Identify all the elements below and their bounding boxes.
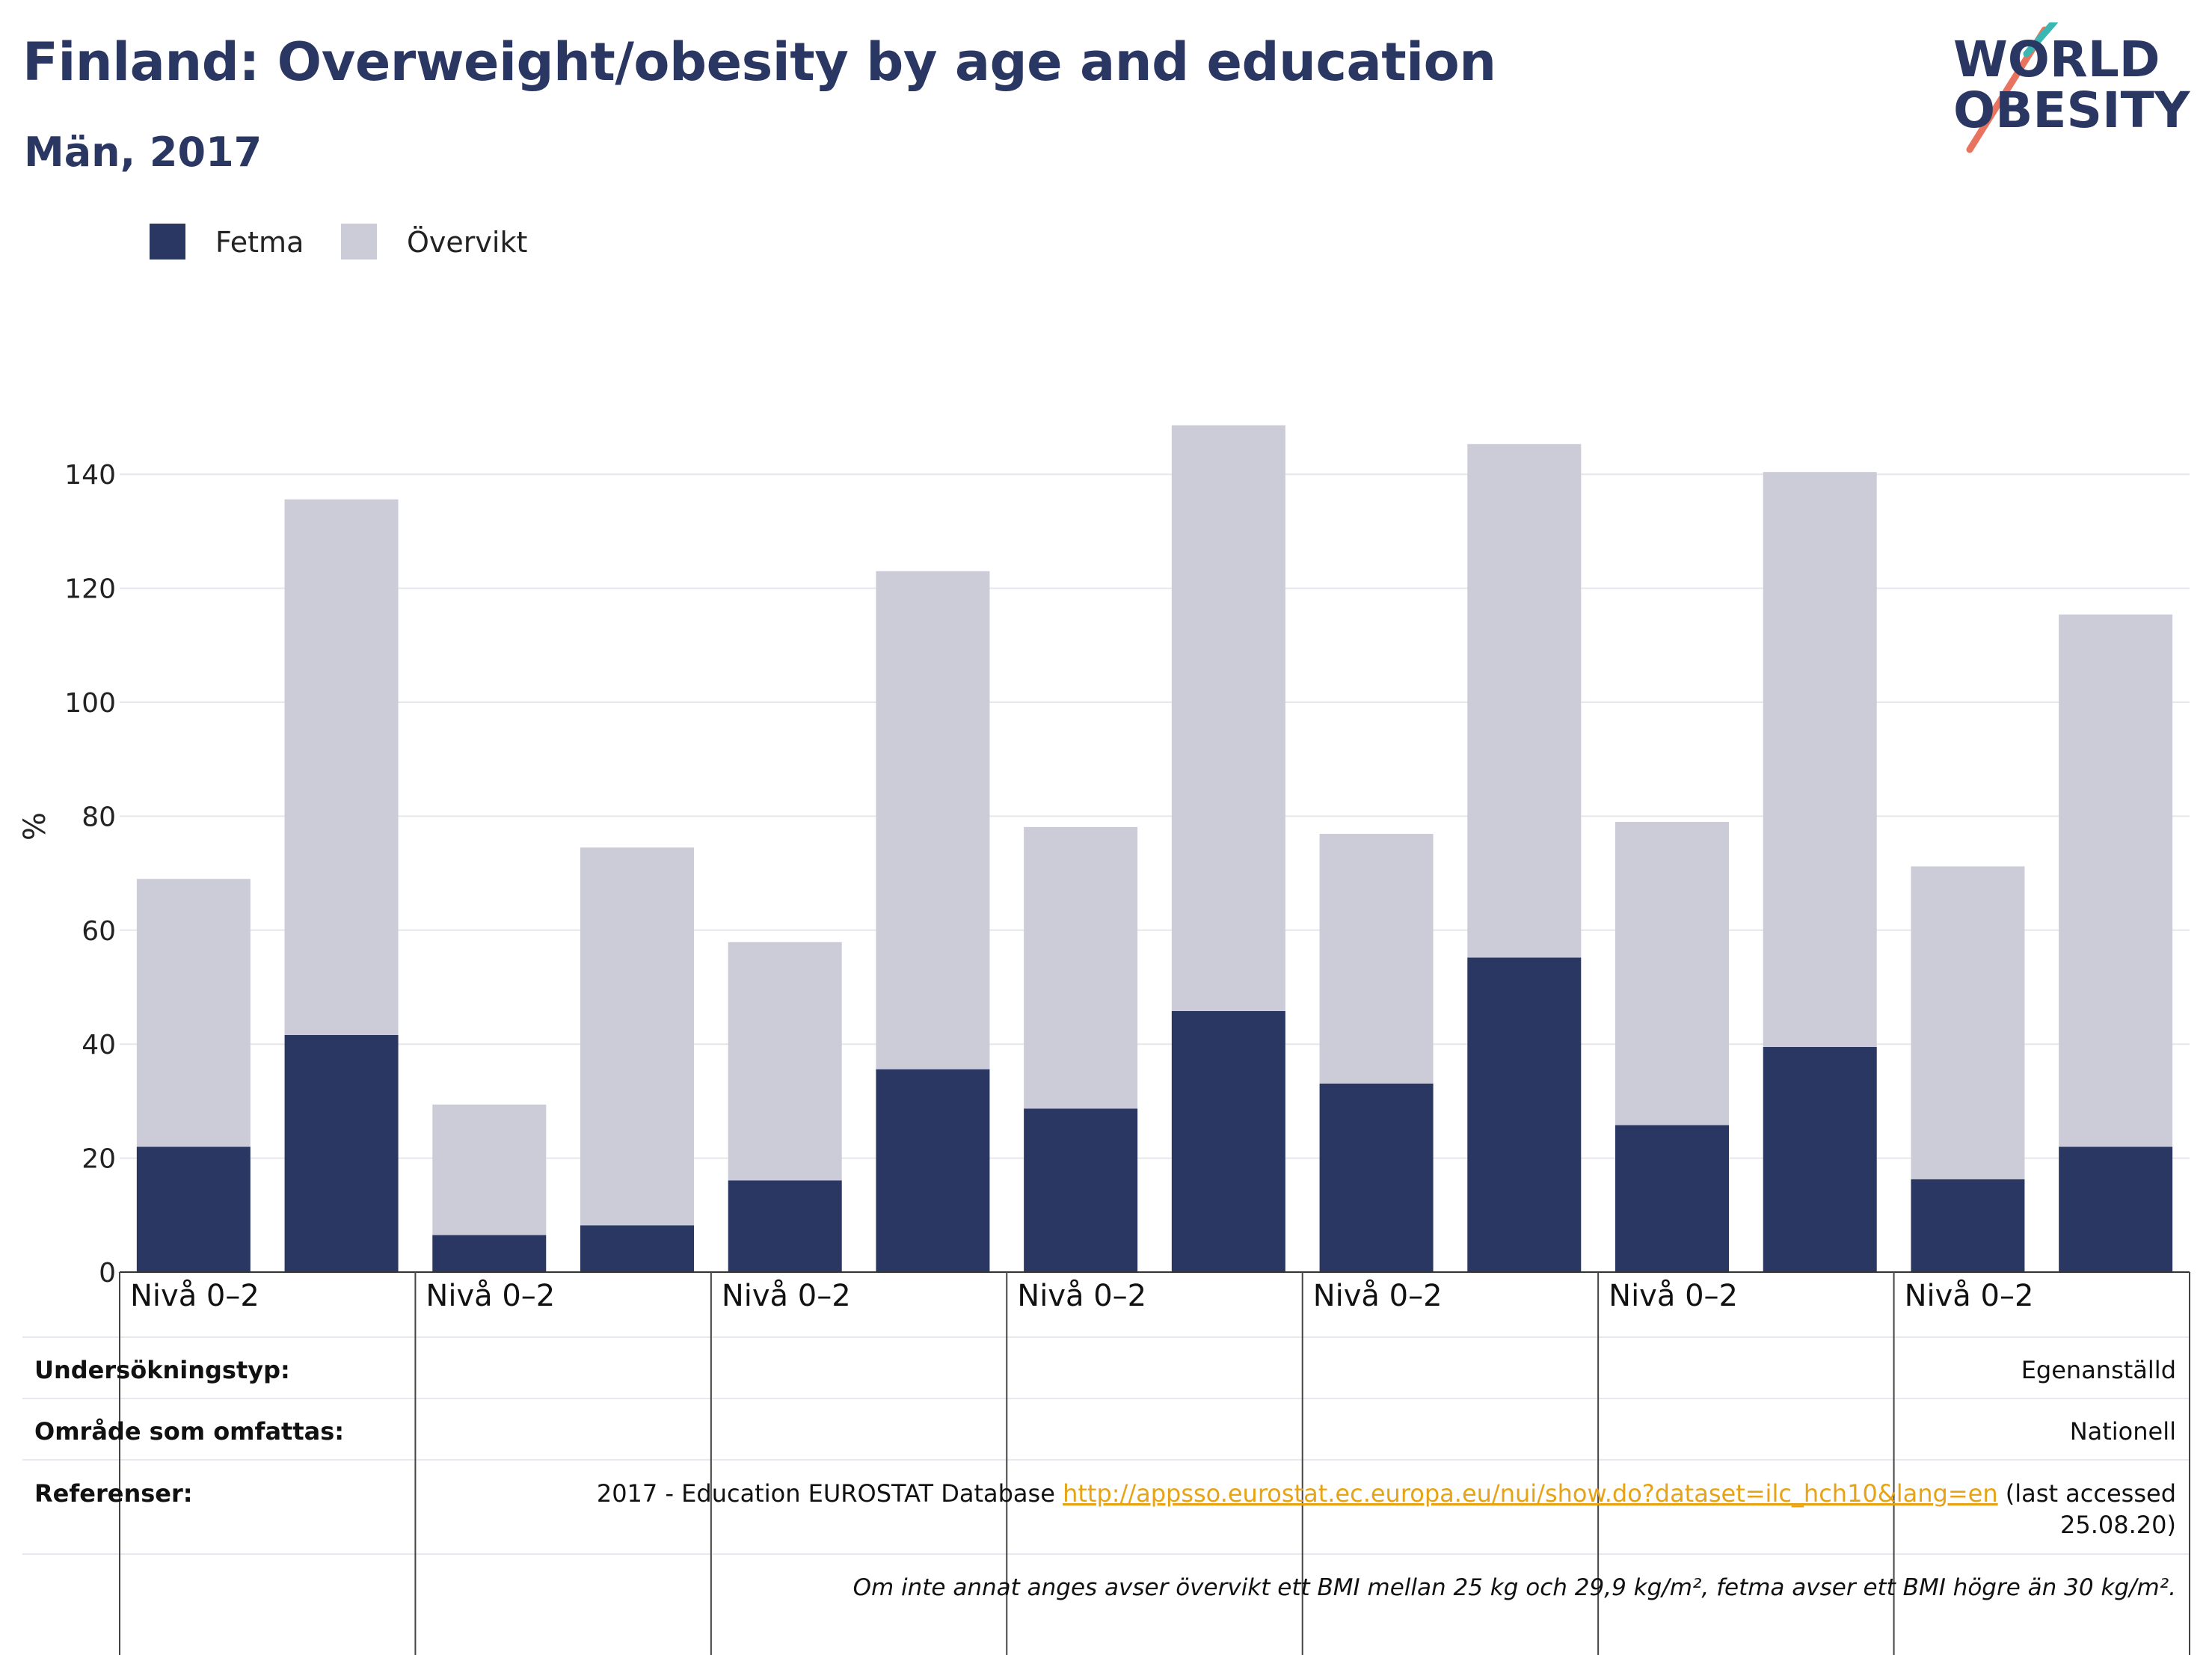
info-table: Undersökningstyp: Egenanställd Område so… [34, 1356, 2176, 1601]
x-category-label: Nivå 0–2 [1905, 1279, 2034, 1313]
svg-text:OBESITY: OBESITY [1953, 82, 2191, 139]
bar-fetma [580, 1225, 694, 1272]
x-category-label: Nivå 0–2 [722, 1279, 851, 1313]
bar-overvikt [1024, 826, 1138, 1109]
bar-overvikt [1911, 866, 2025, 1179]
bar-fetma [1615, 1125, 1729, 1272]
coverage-label: Område som omfattas: [34, 1417, 344, 1446]
y-tick-label: 40 [82, 1030, 116, 1060]
y-tick-label: 80 [82, 802, 116, 832]
bar-fetma [284, 1035, 399, 1272]
legend: Fetma Övervikt [150, 224, 527, 260]
references-label: Referenser: [34, 1479, 193, 1508]
legend-label-fetma: Fetma [215, 226, 304, 259]
x-category-label: Nivå 0–2 [1313, 1279, 1443, 1313]
coverage-value: Nationell [2070, 1417, 2176, 1446]
bar-overvikt [580, 847, 694, 1226]
chart-subtitle: Män, 2017 [24, 129, 262, 176]
bar-overvikt [1615, 822, 1729, 1126]
bar-fetma [1763, 1047, 1877, 1272]
bar-overvikt [432, 1104, 547, 1235]
gridlines [120, 473, 2190, 1159]
y-tick-label: 20 [82, 1144, 116, 1175]
reference-source: 2017 - Education EUROSTAT Database [597, 1479, 1063, 1508]
x-category-label: Nivå 0–2 [1017, 1279, 1146, 1313]
x-axis-category-labels: Nivå 0–2 Nivå 0–2 Nivå 0–2 Nivå 0–2 Nivå 0–2… [130, 1279, 2033, 1313]
survey-type-value: Egenanställd [2021, 1356, 2176, 1384]
y-tick-label: 60 [82, 916, 116, 947]
chart-title: Finland: Overweight/obesity by age and e… [22, 31, 1496, 93]
bar-fetma [136, 1146, 251, 1272]
bar-overvikt [284, 499, 399, 1036]
y-tick-label: 120 [64, 574, 116, 605]
bar-overvikt [136, 879, 251, 1147]
bar-fetma [2059, 1146, 2173, 1272]
bar-overvikt [1171, 425, 1285, 1012]
references-line: 2017 - Education EUROSTAT Database http:… [597, 1479, 2176, 1508]
survey-type-label: Undersökningstyp: [34, 1356, 290, 1384]
bar-fetma [1911, 1179, 2025, 1272]
legend-swatch-overvikt [341, 224, 377, 260]
bar-overvikt [1319, 834, 1434, 1084]
y-tick-label: 140 [64, 460, 116, 491]
bar-overvikt [1763, 472, 1877, 1048]
bar-fetma [432, 1235, 547, 1272]
bars [136, 425, 2173, 1272]
bar-fetma [1024, 1108, 1138, 1272]
bar-overvikt [728, 942, 842, 1181]
legend-label-overvikt: Övervikt [407, 226, 527, 259]
x-category-label: Nivå 0–2 [130, 1279, 259, 1313]
reference-accessed: (last accessed [1998, 1479, 2176, 1508]
y-tick-label: 0 [99, 1258, 116, 1289]
bar-fetma [1171, 1011, 1285, 1272]
y-tick-label: 100 [64, 688, 116, 719]
info-table-grid [22, 1272, 2190, 1655]
world-obesity-logo: WORLD OBESITY [1953, 22, 2191, 153]
bmi-footnote: Om inte annat anges avser övervikt ett B… [853, 1574, 2176, 1601]
x-category-label: Nivå 0–2 [1609, 1279, 1738, 1313]
bar-overvikt [2059, 614, 2173, 1147]
bar-overvikt [1467, 443, 1582, 958]
bar-fetma [728, 1180, 842, 1272]
bar-fetma [876, 1069, 990, 1272]
reference-link[interactable]: http://appsso.eurostat.ec.europa.eu/nui/… [1063, 1479, 1998, 1508]
bar-overvikt [876, 571, 990, 1069]
y-axis-label: % [18, 812, 52, 841]
y-axis-ticks: 0 20 40 60 80 100 120 140 [64, 460, 116, 1289]
reference-accessed-date: 25.08.20) [2060, 1511, 2176, 1539]
svg-text:WORLD: WORLD [1953, 31, 2160, 88]
bar-fetma [1467, 957, 1582, 1272]
legend-swatch-fetma [150, 224, 185, 260]
x-category-label: Nivå 0–2 [425, 1279, 555, 1313]
bar-fetma [1319, 1083, 1434, 1272]
